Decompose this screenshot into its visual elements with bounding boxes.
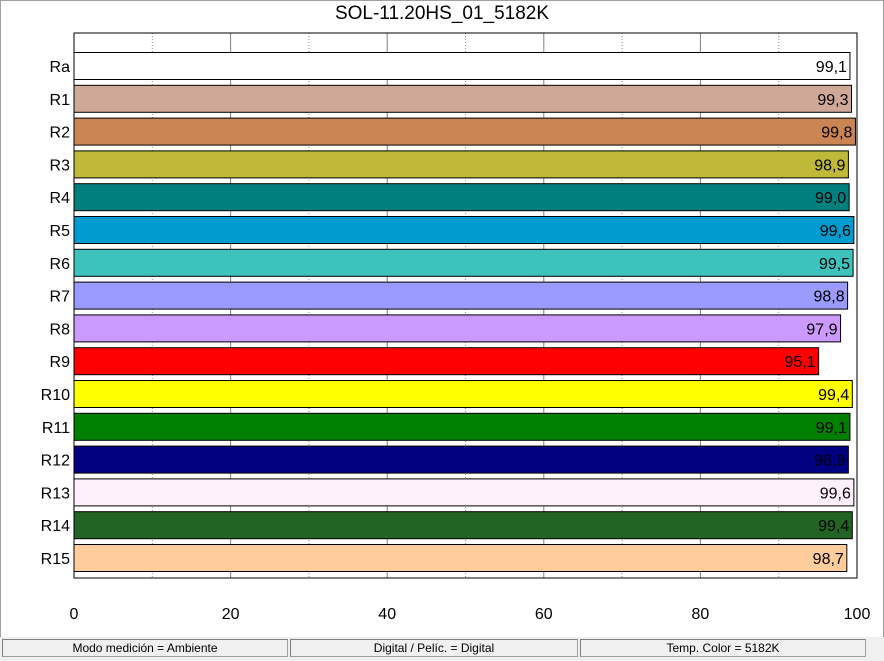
bar-value-label: 98,9 xyxy=(814,453,845,470)
category-label: R5 xyxy=(50,223,71,240)
bar-r13 xyxy=(73,478,855,507)
bar-r1 xyxy=(73,84,853,113)
bar-r11 xyxy=(73,412,851,441)
bar-value-label: 98,8 xyxy=(813,289,844,306)
bar-value-label: 99,0 xyxy=(815,190,846,207)
category-label: R7 xyxy=(50,289,71,306)
category-label: R4 xyxy=(50,190,71,207)
cri-bar-chart: 99,1 Ra 99,3 R1 99,8 R2 98,9 R3 99,0 R4 99,6 R5 99,5… xyxy=(41,32,871,623)
category-label: R6 xyxy=(50,256,71,273)
bar-r14 xyxy=(73,511,853,540)
category-label: R9 xyxy=(50,354,71,371)
bar-r12 xyxy=(73,445,849,474)
x-tick-label: 20 xyxy=(222,606,240,623)
x-tick-label: 40 xyxy=(378,606,396,623)
category-label: R2 xyxy=(50,125,71,142)
category-label: Ra xyxy=(50,59,71,76)
chart-title: SOL-11.20HS_01_5182K xyxy=(334,3,550,24)
category-label: R11 xyxy=(42,420,70,437)
category-label: R1 xyxy=(50,92,71,109)
bar-value-label: 99,4 xyxy=(818,387,849,404)
bar-ra xyxy=(73,52,851,80)
bar-value-label: 95,1 xyxy=(784,354,815,371)
category-label: R15 xyxy=(41,551,70,568)
x-tick-label: 80 xyxy=(692,606,710,623)
bar-value-label: 99,1 xyxy=(816,59,847,76)
bar-value-label: 97,9 xyxy=(806,321,837,338)
bar-value-label: 99,8 xyxy=(821,125,852,142)
x-tick-label: 0 xyxy=(70,606,79,623)
bar-r15 xyxy=(73,544,848,572)
category-label: R8 xyxy=(50,321,71,338)
bar-value-label: 98,9 xyxy=(814,157,845,174)
bar-value-label: 99,6 xyxy=(820,223,851,240)
bar-r3 xyxy=(73,150,849,179)
category-label: R3 xyxy=(50,157,71,174)
bar-r9 xyxy=(73,347,820,376)
category-label: R13 xyxy=(41,485,70,502)
bar-value-label: 98,7 xyxy=(813,551,844,568)
status-bar: Modo medición = Ambiente Digital / Pelíc… xyxy=(0,637,884,661)
bar-value-label: 99,3 xyxy=(817,92,848,109)
bar-r7 xyxy=(73,281,849,310)
status-color-temperature: Temp. Color = 5182K xyxy=(580,639,866,657)
x-tick-label: 60 xyxy=(535,606,553,623)
bar-r5 xyxy=(73,216,855,244)
status-digital-film: Digital / Pelíc. = Digital xyxy=(290,639,578,657)
bar-value-label: 99,5 xyxy=(819,256,850,273)
bar-r8 xyxy=(73,314,842,343)
x-tick-label: 100 xyxy=(844,606,871,623)
bar-value-label: 99,6 xyxy=(820,485,851,502)
bar-r10 xyxy=(73,380,853,408)
category-label: R10 xyxy=(41,387,70,404)
plot-border xyxy=(73,32,858,579)
status-measurement-mode: Modo medición = Ambiente xyxy=(2,639,288,657)
bar-r2 xyxy=(73,117,856,146)
bar-value-label: 99,1 xyxy=(816,420,847,437)
bar-r4 xyxy=(73,183,850,212)
bar-r6 xyxy=(73,248,854,277)
bar-value-label: 99,4 xyxy=(818,518,849,535)
category-label: R14 xyxy=(41,518,70,535)
category-label: R12 xyxy=(41,453,70,470)
